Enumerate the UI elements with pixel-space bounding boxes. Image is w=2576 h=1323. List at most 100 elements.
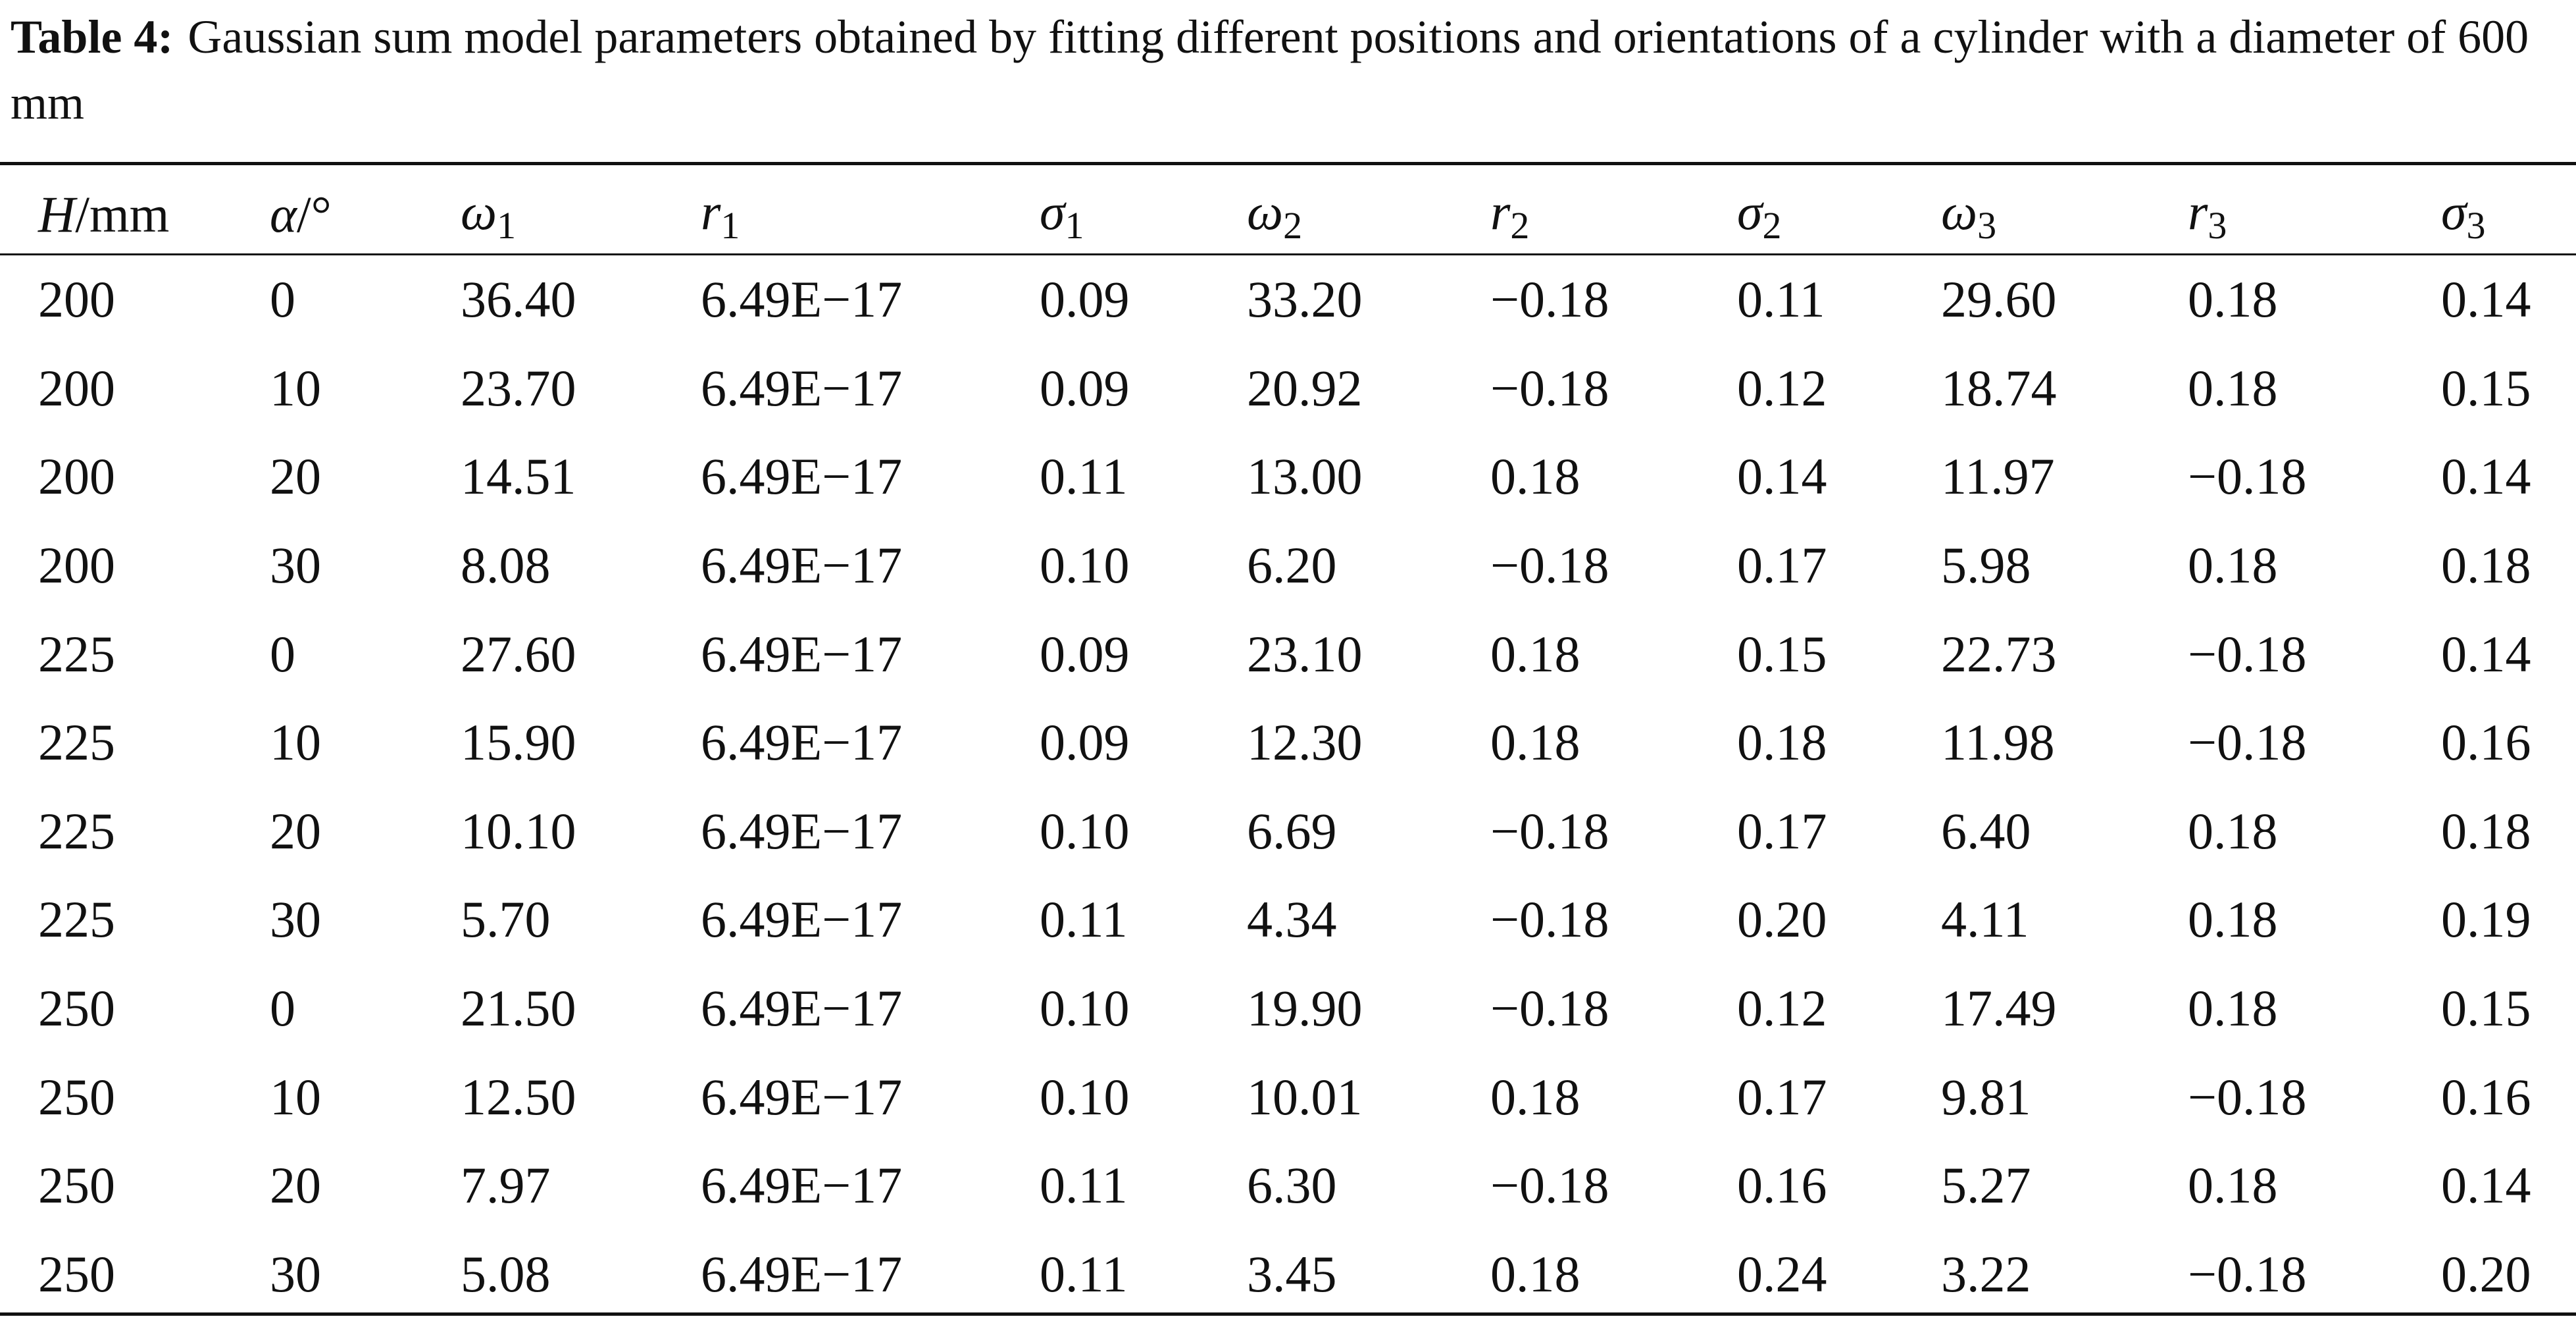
cell-omega1: 36.40 <box>461 271 576 328</box>
cell-sigma1: 0.11 <box>1040 448 1128 506</box>
cell-sigma2: 0.17 <box>1737 802 1827 860</box>
cell-r2: 0.18 <box>1490 448 1580 506</box>
cell-omega2: 3.45 <box>1247 1245 1337 1303</box>
cell-alpha: 20 <box>270 1156 321 1214</box>
cell-omega1: 12.50 <box>461 1068 576 1126</box>
cell-alpha: 20 <box>270 448 321 506</box>
cell-r2: −0.18 <box>1490 271 1609 328</box>
cell-h: 225 <box>38 713 115 771</box>
cell-sigma1: 0.10 <box>1040 979 1130 1037</box>
table-header-rule <box>0 253 2576 255</box>
table-row: 200 0 36.40 6.49E−17 0.09 33.20 −0.18 0.11 29.60… <box>0 255 2576 344</box>
cell-omega3: 17.49 <box>1941 979 2057 1037</box>
cell-r3: 0.18 <box>2188 271 2278 328</box>
cell-sigma1: 0.11 <box>1040 1156 1128 1214</box>
cell-r1: 6.49E−17 <box>701 1068 903 1126</box>
cell-sigma2: 0.15 <box>1737 625 1827 683</box>
cell-h: 250 <box>38 1156 115 1214</box>
cell-sigma3: 0.16 <box>2441 1068 2531 1126</box>
cell-sigma3: 0.14 <box>2441 625 2531 683</box>
cell-omega1: 8.08 <box>461 536 551 594</box>
cell-r3: 0.18 <box>2188 1156 2278 1214</box>
cell-r1: 6.49E−17 <box>701 979 903 1037</box>
table-body: 200 0 36.40 6.49E−17 0.09 33.20 −0.18 0.11 29.60… <box>0 255 2576 1318</box>
table-row: 225 10 15.90 6.49E−17 0.09 12.30 0.18 0.18 11.98… <box>0 698 2576 787</box>
parameters-table: H/mm α/° ω1 r1 σ1 ω2 r2 σ2 ω3 r3 σ3 200 0… <box>0 174 2576 1318</box>
cell-omega2: 19.90 <box>1247 979 1363 1037</box>
table-row: 250 30 5.08 6.49E−17 0.11 3.45 0.18 0.24 3.22 −0.… <box>0 1230 2576 1319</box>
table-row: 200 30 8.08 6.49E−17 0.10 6.20 −0.18 0.17 5.98 0.… <box>0 521 2576 610</box>
header-alpha: α/° <box>270 186 332 243</box>
cell-r3: 0.18 <box>2188 359 2278 417</box>
cell-alpha: 30 <box>270 891 321 948</box>
cell-sigma2: 0.14 <box>1737 448 1827 506</box>
cell-r1: 6.49E−17 <box>701 448 903 506</box>
cell-sigma1: 0.10 <box>1040 1068 1130 1126</box>
cell-r3: −0.18 <box>2188 713 2307 771</box>
cell-sigma1: 0.10 <box>1040 802 1130 860</box>
cell-omega3: 11.97 <box>1941 448 2055 506</box>
table-row: 250 20 7.97 6.49E−17 0.11 6.30 −0.18 0.16 5.27 0.… <box>0 1141 2576 1230</box>
cell-sigma2: 0.24 <box>1737 1245 1827 1303</box>
cell-omega2: 6.20 <box>1247 536 1337 594</box>
cell-r1: 6.49E−17 <box>701 1245 903 1303</box>
cell-r3: −0.18 <box>2188 448 2307 506</box>
cell-r1: 6.49E−17 <box>701 625 903 683</box>
cell-sigma3: 0.18 <box>2441 536 2531 594</box>
cell-omega1: 21.50 <box>461 979 576 1037</box>
header-r3: r3 <box>2188 182 2227 247</box>
header-omega2: ω2 <box>1247 182 1303 247</box>
cell-sigma3: 0.18 <box>2441 802 2531 860</box>
cell-sigma1: 0.11 <box>1040 891 1128 948</box>
cell-sigma2: 0.18 <box>1737 713 1827 771</box>
cell-omega1: 27.60 <box>461 625 576 683</box>
cell-r1: 6.49E−17 <box>701 713 903 771</box>
cell-sigma1: 0.09 <box>1040 271 1130 328</box>
cell-omega3: 6.40 <box>1941 802 2031 860</box>
table-top-rule <box>0 162 2576 165</box>
cell-omega2: 10.01 <box>1247 1068 1363 1126</box>
cell-alpha: 0 <box>270 979 295 1037</box>
table-row: 250 0 21.50 6.49E−17 0.10 19.90 −0.18 0.12 17.49… <box>0 964 2576 1053</box>
cell-sigma1: 0.11 <box>1040 1245 1128 1303</box>
cell-h: 250 <box>38 1245 115 1303</box>
caption-text: Gaussian sum model parameters obtained b… <box>11 11 2529 129</box>
header-sigma3: σ3 <box>2441 182 2486 247</box>
cell-omega3: 18.74 <box>1941 359 2057 417</box>
header-h: H/mm <box>38 186 170 243</box>
cell-omega2: 12.30 <box>1247 713 1363 771</box>
cell-r2: 0.18 <box>1490 713 1580 771</box>
cell-alpha: 30 <box>270 1245 321 1303</box>
cell-omega2: 20.92 <box>1247 359 1363 417</box>
cell-h: 225 <box>38 802 115 860</box>
cell-alpha: 30 <box>270 536 321 594</box>
cell-h: 200 <box>38 359 115 417</box>
table-row: 250 10 12.50 6.49E−17 0.10 10.01 0.18 0.17 9.81 −… <box>0 1052 2576 1141</box>
cell-omega3: 4.11 <box>1941 891 2029 948</box>
cell-r3: 0.18 <box>2188 802 2278 860</box>
table-row: 200 10 23.70 6.49E−17 0.09 20.92 −0.18 0.12 18.7… <box>0 344 2576 433</box>
cell-r3: −0.18 <box>2188 625 2307 683</box>
cell-omega2: 23.10 <box>1247 625 1363 683</box>
header-sigma2: σ2 <box>1737 182 1782 247</box>
cell-r2: −0.18 <box>1490 891 1609 948</box>
cell-omega3: 5.98 <box>1941 536 2031 594</box>
cell-omega2: 33.20 <box>1247 271 1363 328</box>
table-bottom-rule <box>0 1312 2576 1316</box>
cell-h: 225 <box>38 625 115 683</box>
cell-r1: 6.49E−17 <box>701 802 903 860</box>
cell-r2: 0.18 <box>1490 1068 1580 1126</box>
header-row: H/mm α/° ω1 r1 σ1 ω2 r2 σ2 ω3 r3 σ3 <box>0 174 2576 255</box>
cell-r2: −0.18 <box>1490 979 1609 1037</box>
cell-omega1: 10.10 <box>461 802 576 860</box>
cell-omega1: 23.70 <box>461 359 576 417</box>
cell-sigma1: 0.09 <box>1040 625 1130 683</box>
cell-r1: 6.49E−17 <box>701 536 903 594</box>
cell-r2: −0.18 <box>1490 802 1609 860</box>
cell-r3: −0.18 <box>2188 1245 2307 1303</box>
cell-h: 200 <box>38 536 115 594</box>
cell-r2: 0.18 <box>1490 625 1580 683</box>
cell-alpha: 20 <box>270 802 321 860</box>
cell-sigma2: 0.17 <box>1737 1068 1827 1126</box>
table-row: 225 0 27.60 6.49E−17 0.09 23.10 0.18 0.15 22.73 −… <box>0 610 2576 698</box>
